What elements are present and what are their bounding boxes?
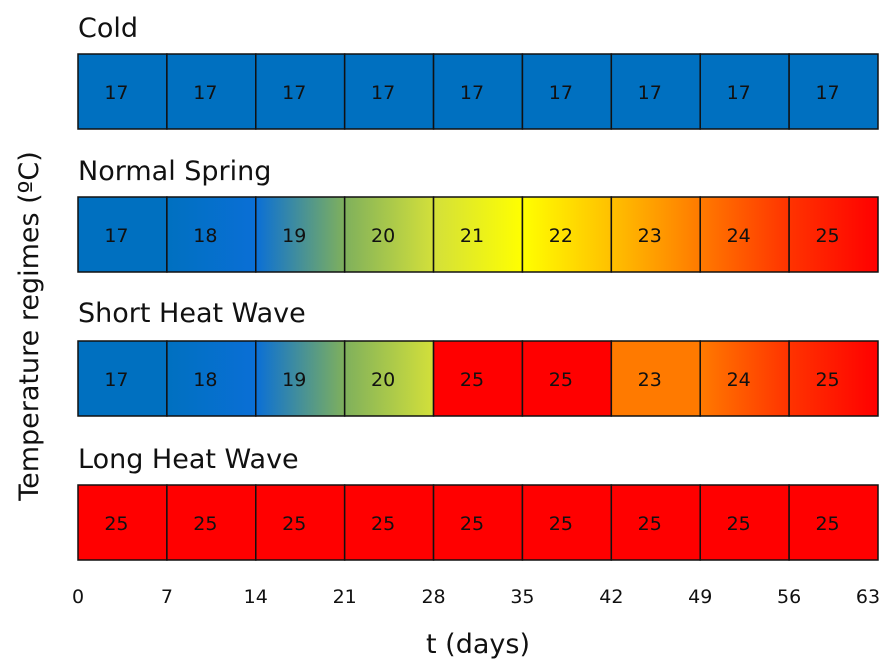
heat-cell — [432, 340, 524, 417]
cell-value-label: 25 — [460, 369, 484, 391]
heat-cell — [343, 340, 435, 417]
cell-value-label: 24 — [727, 225, 751, 247]
regime-row: Normal Spring 17 18 19 20 21 22 23 24 25 — [77, 156, 879, 273]
regime-title: Long Heat Wave — [78, 444, 299, 475]
cell-value-label: 17 — [104, 369, 128, 391]
regime-row: Short Heat Wave 17 18 19 20 25 25 23 24 25 — [77, 298, 879, 417]
x-axis-label: t (days) — [426, 629, 530, 660]
heat-cell — [166, 53, 257, 130]
cell-value-label: 25 — [549, 513, 573, 535]
heat-cell — [432, 53, 524, 130]
cell-value-label: 17 — [371, 82, 395, 104]
heat-cell — [699, 196, 790, 273]
heat-cell — [77, 53, 168, 130]
cell-value-label: 25 — [815, 225, 839, 247]
cell-value-label: 17 — [815, 82, 839, 104]
cell-value-label: 18 — [193, 369, 217, 391]
cell-value-label: 23 — [638, 369, 662, 391]
heat-cell — [788, 53, 879, 130]
regime-title: Cold — [78, 13, 138, 44]
regime-row: Cold 17 17 17 17 17 17 17 17 17 — [77, 13, 879, 130]
heat-cell — [788, 484, 879, 561]
cell-value-label: 21 — [460, 225, 484, 247]
cell-value-label: 19 — [282, 369, 306, 391]
cell-value-label: 17 — [549, 82, 573, 104]
cell-value-label: 25 — [282, 513, 306, 535]
cell-value-label: 17 — [282, 82, 306, 104]
heat-cell — [788, 196, 879, 273]
cell-value-label: 17 — [727, 82, 751, 104]
cell-value-label: 17 — [638, 82, 662, 104]
heat-cell — [788, 340, 879, 417]
x-tick-label: 0 — [72, 586, 84, 608]
cell-value-label: 17 — [104, 225, 128, 247]
cell-value-label: 25 — [549, 369, 573, 391]
x-tick-label: 49 — [688, 586, 712, 608]
cell-value-label: 17 — [104, 82, 128, 104]
cell-value-label: 17 — [193, 82, 217, 104]
x-tick-label: 35 — [510, 586, 534, 608]
heat-cell — [255, 196, 346, 273]
heat-cell — [77, 196, 168, 273]
x-tick-label: 42 — [599, 586, 623, 608]
x-tick-label: 14 — [244, 586, 268, 608]
heat-cell — [699, 53, 790, 130]
heat-cell — [610, 196, 701, 273]
regime-title: Normal Spring — [78, 156, 271, 187]
cell-value-label: 18 — [193, 225, 217, 247]
heat-cell — [521, 53, 613, 130]
heat-cell — [610, 484, 701, 561]
regime-title: Short Heat Wave — [78, 298, 306, 329]
heat-cell — [166, 340, 257, 417]
regime-row: Long Heat Wave 25 25 25 25 25 25 25 25 25 — [77, 444, 879, 561]
heat-cell — [77, 340, 168, 417]
heat-cell — [77, 484, 168, 561]
cell-value-label: 20 — [371, 225, 395, 247]
cell-value-label: 19 — [282, 225, 306, 247]
x-tick-label: 7 — [161, 586, 173, 608]
cell-value-label: 25 — [815, 513, 839, 535]
y-axis-label: Temperature regimes (ºC) — [14, 151, 45, 502]
cell-value-label: 17 — [460, 82, 484, 104]
heat-cell — [255, 340, 346, 417]
cell-value-label: 25 — [815, 369, 839, 391]
heat-cell — [255, 53, 346, 130]
heat-cell — [166, 484, 257, 561]
cell-value-label: 20 — [371, 369, 395, 391]
cell-value-label: 25 — [371, 513, 395, 535]
heat-cell — [610, 340, 701, 417]
cell-value-label: 25 — [727, 513, 751, 535]
x-tick-label: 63 — [856, 586, 879, 608]
heat-cell — [343, 196, 435, 273]
heat-cell — [343, 484, 435, 561]
heat-cell — [699, 484, 790, 561]
x-tick-label: 56 — [777, 586, 801, 608]
cell-value-label: 22 — [549, 225, 573, 247]
cell-value-label: 24 — [727, 369, 751, 391]
heat-cell — [610, 53, 701, 130]
cell-value-label: 25 — [104, 513, 128, 535]
heat-cell — [432, 196, 524, 273]
x-tick-label: 21 — [333, 586, 357, 608]
x-tick-label: 28 — [421, 586, 445, 608]
cell-value-label: 23 — [638, 225, 662, 247]
cell-value-label: 25 — [193, 513, 217, 535]
cell-value-label: 25 — [460, 513, 484, 535]
cell-value-label: 25 — [638, 513, 662, 535]
